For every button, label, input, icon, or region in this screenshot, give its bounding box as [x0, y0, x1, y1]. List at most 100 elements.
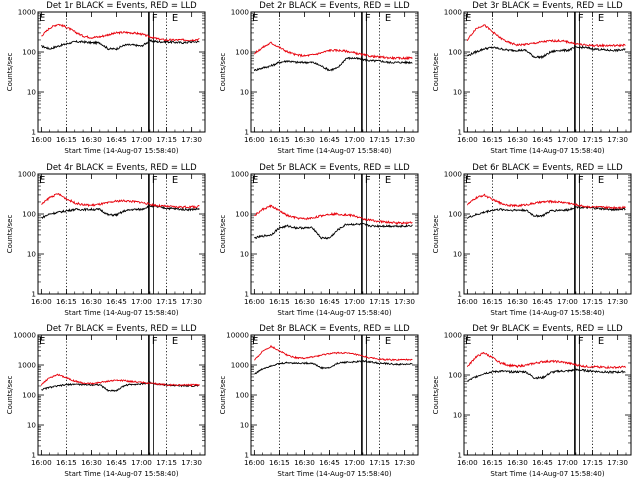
panel-title: Det 5r BLACK = Events, RED = LLD	[259, 163, 410, 173]
y-tick-label: 1	[244, 451, 249, 460]
marker-label: E	[465, 336, 471, 347]
y-tick-label: 1	[244, 290, 249, 299]
x-axis-title: Start Time (14-Aug-07 15:58:40)	[490, 147, 604, 155]
x-tick-label: 16:30	[81, 135, 102, 144]
panel-7: Det 7r BLACK = Events, RED = LLD Counts/s…	[6, 324, 206, 478]
marker-label: E	[172, 336, 178, 347]
y-tick-label: 1	[31, 290, 36, 299]
series-line-events	[466, 368, 626, 383]
y-tick-label: 1000	[18, 170, 37, 179]
x-tick-label: 17:15	[156, 297, 177, 306]
y-tick-label: 10000	[226, 331, 249, 340]
x-tick-label: 17:30	[181, 135, 202, 144]
panel-2: Det 2r BLACK = Events, RED = LLD Counts/s…	[219, 1, 419, 155]
x-tick-label: 16:00	[244, 458, 265, 467]
y-tick-label: 100	[235, 391, 249, 400]
x-tick-label: 16:45	[532, 297, 553, 306]
panel-title: Det 3r BLACK = Events, RED = LLD	[472, 1, 623, 11]
marker-label: E	[598, 13, 604, 24]
series-line-lld	[40, 373, 200, 387]
x-tick-label: 16:00	[244, 135, 265, 144]
x-tick-label: 16:15	[269, 458, 290, 467]
x-tick-label: 17:00	[131, 135, 152, 144]
y-tick-label: 100	[448, 371, 462, 380]
panel-5: Det 5r BLACK = Events, RED = LLD Counts/s…	[219, 163, 419, 317]
y-tick-label: 100	[448, 48, 462, 57]
marker-label: E	[252, 175, 258, 186]
series-line-events	[254, 360, 413, 375]
x-tick-label: 17:00	[557, 458, 578, 467]
x-tick-label: 16:30	[294, 135, 315, 144]
y-tick-label: 1000	[444, 170, 463, 179]
x-tick-label: 16:30	[294, 297, 315, 306]
x-axis-title: Start Time (14-Aug-07 15:58:40)	[490, 470, 604, 478]
series-line-events	[41, 381, 200, 393]
x-tick-label: 17:30	[181, 297, 202, 306]
panel-6: Det 6r BLACK = Events, RED = LLD Counts/s…	[432, 163, 632, 317]
x-tick-label: 17:30	[394, 458, 415, 467]
series-line-events	[41, 39, 200, 51]
x-tick-label: 17:30	[181, 458, 202, 467]
y-tick-label: 100	[22, 48, 36, 57]
x-tick-label: 17:00	[344, 458, 365, 467]
x-tick-label: 16:45	[319, 135, 340, 144]
panel-title: Det 1r BLACK = Events, RED = LLD	[46, 1, 197, 11]
panel-9: Det 9r BLACK = Events, RED = LLD Counts/s…	[432, 324, 632, 478]
x-axis-title: Start Time (14-Aug-07 15:58:40)	[64, 470, 178, 478]
panel-title: Det 2r BLACK = Events, RED = LLD	[259, 1, 410, 11]
y-tick-label: 10	[453, 250, 463, 259]
marker-label: E	[465, 13, 471, 24]
x-tick-label: 16:15	[482, 458, 503, 467]
x-tick-label: 17:30	[394, 135, 415, 144]
y-tick-label: 10	[453, 411, 463, 420]
y-tick-label: 100	[22, 210, 36, 219]
x-tick-label: 16:00	[457, 458, 478, 467]
x-tick-label: 16:00	[31, 458, 52, 467]
panel-4: Det 4r BLACK = Events, RED = LLD Counts/s…	[6, 163, 206, 317]
y-tick-label: 1000	[231, 361, 250, 370]
x-tick-label: 16:30	[507, 135, 528, 144]
y-tick-label: 1	[31, 128, 36, 137]
y-tick-label: 1	[31, 451, 36, 460]
x-tick-label: 17:30	[607, 458, 628, 467]
x-tick-label: 17:30	[394, 297, 415, 306]
y-tick-label: 100	[235, 48, 249, 57]
x-tick-label: 16:45	[319, 458, 340, 467]
series-line-events	[254, 222, 413, 240]
x-tick-label: 17:00	[131, 458, 152, 467]
y-axis-label: Counts/sec	[6, 215, 14, 254]
y-tick-label: 10	[453, 88, 463, 97]
x-tick-label: 17:15	[369, 297, 390, 306]
marker-label: F	[578, 13, 584, 24]
series-line-lld	[466, 24, 626, 48]
series-line-lld	[253, 41, 413, 61]
series-line-lld	[254, 344, 413, 362]
x-tick-label: 16:30	[507, 297, 528, 306]
series-line-lld	[254, 204, 413, 225]
x-tick-label: 16:15	[56, 458, 77, 467]
marker-label: E	[385, 175, 391, 186]
x-tick-label: 16:45	[106, 135, 127, 144]
x-tick-label: 16:45	[532, 458, 553, 467]
x-tick-label: 17:30	[607, 297, 628, 306]
y-tick-label: 10	[27, 250, 37, 259]
series-line-events	[41, 204, 200, 220]
x-axis-title: Start Time (14-Aug-07 15:58:40)	[277, 309, 391, 317]
series-line-lld	[466, 351, 626, 370]
plot-frame	[37, 334, 206, 456]
marker-label: E	[39, 13, 45, 24]
x-axis-title: Start Time (14-Aug-07 15:58:40)	[277, 470, 391, 478]
y-tick-label: 10000	[13, 331, 36, 340]
y-tick-label: 10	[27, 421, 37, 430]
y-axis-label: Counts/sec	[432, 53, 440, 92]
y-axis-label: Counts/sec	[6, 376, 14, 415]
series-line-lld	[41, 23, 200, 42]
y-tick-label: 1000	[231, 8, 250, 17]
x-tick-label: 17:00	[131, 297, 152, 306]
y-tick-label: 1	[457, 128, 462, 137]
plot-frame	[250, 334, 419, 456]
x-axis-title: Start Time (14-Aug-07 15:58:40)	[64, 147, 178, 155]
plot-frame	[463, 334, 632, 456]
panel-title: Det 9r BLACK = Events, RED = LLD	[472, 324, 623, 334]
